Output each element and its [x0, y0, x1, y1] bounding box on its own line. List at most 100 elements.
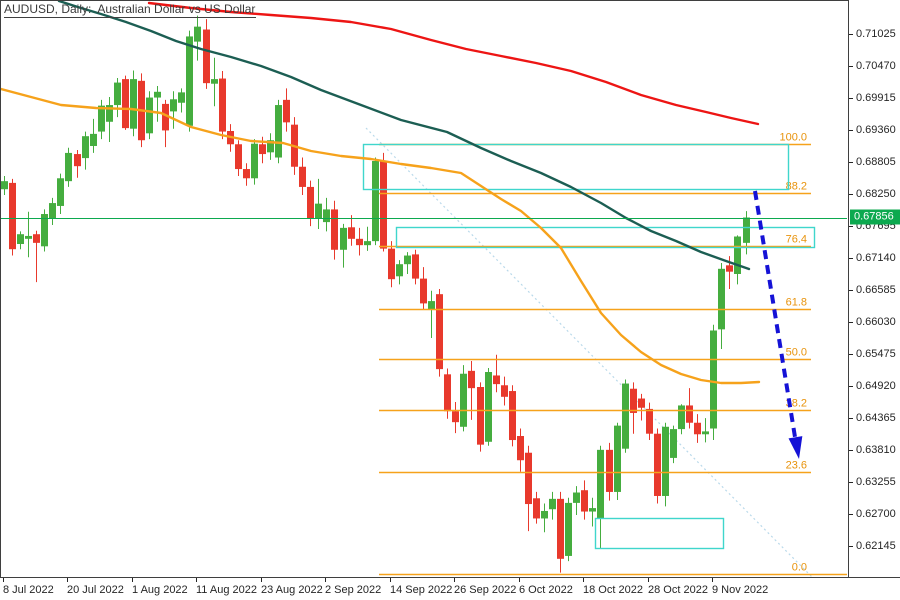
candle-bearish — [436, 294, 443, 370]
highlight-rectangle[interactable] — [594, 517, 725, 550]
candle-bearish — [630, 388, 637, 413]
fib-level-label: 50.0 — [786, 347, 807, 359]
time-axis-label: 20 Jul 2022 — [67, 584, 124, 596]
price-axis-label: 0.62700 — [856, 508, 896, 520]
fib-level-label: 76.4 — [786, 234, 807, 246]
time-axis-tick — [196, 578, 197, 582]
price-axis-label: 0.66585 — [856, 284, 896, 296]
candle-bullish — [17, 234, 24, 245]
price-axis-label: 0.63810 — [856, 444, 896, 456]
down-arrow-head[interactable] — [788, 436, 803, 459]
candle-bullish — [146, 97, 153, 134]
candle-bearish — [420, 278, 427, 304]
candle-bearish — [509, 391, 516, 441]
candle-bearish — [557, 498, 564, 559]
candle-bullish — [710, 330, 717, 429]
candle-bullish — [678, 405, 685, 430]
fib-level-label: 61.8 — [786, 297, 807, 309]
price-axis-label: 0.64365 — [856, 412, 896, 424]
candle-bullish — [460, 373, 467, 427]
highlight-rectangle[interactable] — [395, 226, 816, 249]
time-axis-label: 2 Sep 2022 — [325, 584, 382, 596]
price-axis-tick — [849, 194, 853, 195]
candle-bullish — [323, 209, 330, 223]
price-axis-tick — [849, 386, 853, 387]
price-axis-label: 0.64920 — [856, 380, 896, 392]
candle-bullish — [154, 91, 161, 98]
candle-bearish — [380, 160, 387, 249]
candle-bearish — [646, 408, 653, 434]
candle-bullish — [485, 372, 492, 442]
candle-bearish — [444, 374, 451, 412]
candle-bullish — [194, 26, 201, 42]
candle-bearish — [235, 144, 242, 170]
candle-bullish — [428, 301, 435, 310]
time-axis[interactable]: 8 Jul 2022 20 Jul 2022 1 Aug 2022 11 Aug 20… — [0, 577, 900, 600]
candle-bullish — [98, 105, 105, 132]
candle-bullish — [396, 264, 403, 277]
candle-bearish — [299, 166, 306, 187]
candle-bearish — [33, 234, 40, 243]
down-arrow-shaft[interactable] — [753, 190, 797, 438]
time-axis-tick — [712, 578, 713, 582]
price-axis-tick — [849, 322, 853, 323]
price-axis-label: 0.65475 — [856, 348, 896, 360]
chart-title: AUDUSD, Daily: Australian Dollar vs US D… — [4, 2, 257, 18]
candle-bearish — [348, 227, 355, 239]
time-axis-label: 9 Nov 2022 — [712, 584, 769, 596]
time-axis-tick — [390, 578, 391, 582]
time-axis-label: 1 Aug 2022 — [132, 584, 188, 596]
time-axis-label: 23 Aug 2022 — [261, 584, 323, 596]
candle-bearish — [9, 182, 16, 250]
time-axis-label: 28 Oct 2022 — [648, 584, 708, 596]
time-axis-tick — [67, 578, 68, 582]
price-axis-label: 0.68805 — [856, 156, 896, 168]
candle-bearish — [122, 79, 129, 129]
time-axis-tick — [583, 578, 584, 582]
price-axis-tick — [849, 34, 853, 35]
fib-level-label: 88.2 — [786, 181, 807, 193]
candle-bearish — [219, 78, 226, 132]
candle-bullish — [49, 203, 56, 219]
price-axis-label: 0.66030 — [856, 316, 896, 328]
candle-bullish — [573, 492, 580, 503]
time-axis-tick — [3, 578, 4, 582]
chart-canvas[interactable]: 100.088.276.461.850.038.223.60.0 — [1, 1, 849, 578]
candle-bearish — [517, 436, 524, 461]
candle-bullish — [614, 425, 621, 492]
candle-bullish — [364, 241, 371, 246]
time-axis-label: 6 Oct 2022 — [519, 584, 573, 596]
candle-bullish — [251, 143, 258, 179]
candle-bullish — [622, 383, 629, 449]
candle-bullish — [211, 79, 218, 84]
chart-area[interactable]: 100.0 88.2 76.4 61.8 50.0 38.2 23.6 0.0 AUDUSD,… — [0, 0, 849, 578]
candle-bearish — [638, 398, 645, 408]
candle-bullish — [702, 431, 709, 435]
candle-bearish — [452, 411, 459, 423]
fib-level-label: 23.6 — [786, 460, 807, 472]
candle-bullish — [65, 152, 72, 182]
candle-bearish — [74, 154, 81, 167]
price-axis-tick — [849, 450, 853, 451]
fib-level-label: 0.0 — [792, 562, 807, 574]
candle-bearish — [501, 385, 508, 397]
candle-bullish — [565, 502, 572, 556]
candle-bullish — [275, 105, 282, 158]
time-axis-label: 8 Jul 2022 — [3, 584, 54, 596]
candle-bearish — [477, 387, 484, 445]
candle-bullish — [1, 181, 8, 190]
candle-bullish — [734, 236, 741, 274]
candle-bullish — [340, 227, 347, 250]
time-axis-label: 14 Sep 2022 — [390, 584, 453, 596]
candle-bearish — [203, 29, 210, 84]
price-axis-tick — [849, 258, 853, 259]
candle-bearish — [162, 103, 169, 131]
candle-bullish — [106, 105, 113, 122]
candle-bearish — [388, 248, 395, 280]
price-axis[interactable]: 0.71025 0.70470 0.69915 0.69360 0.68805 0.682… — [848, 0, 900, 577]
ma-line-orange — [1, 87, 761, 385]
descending-trendline[interactable] — [365, 127, 814, 578]
current-price-badge: 0.67856 — [850, 209, 900, 225]
candle-bullish — [130, 79, 137, 129]
